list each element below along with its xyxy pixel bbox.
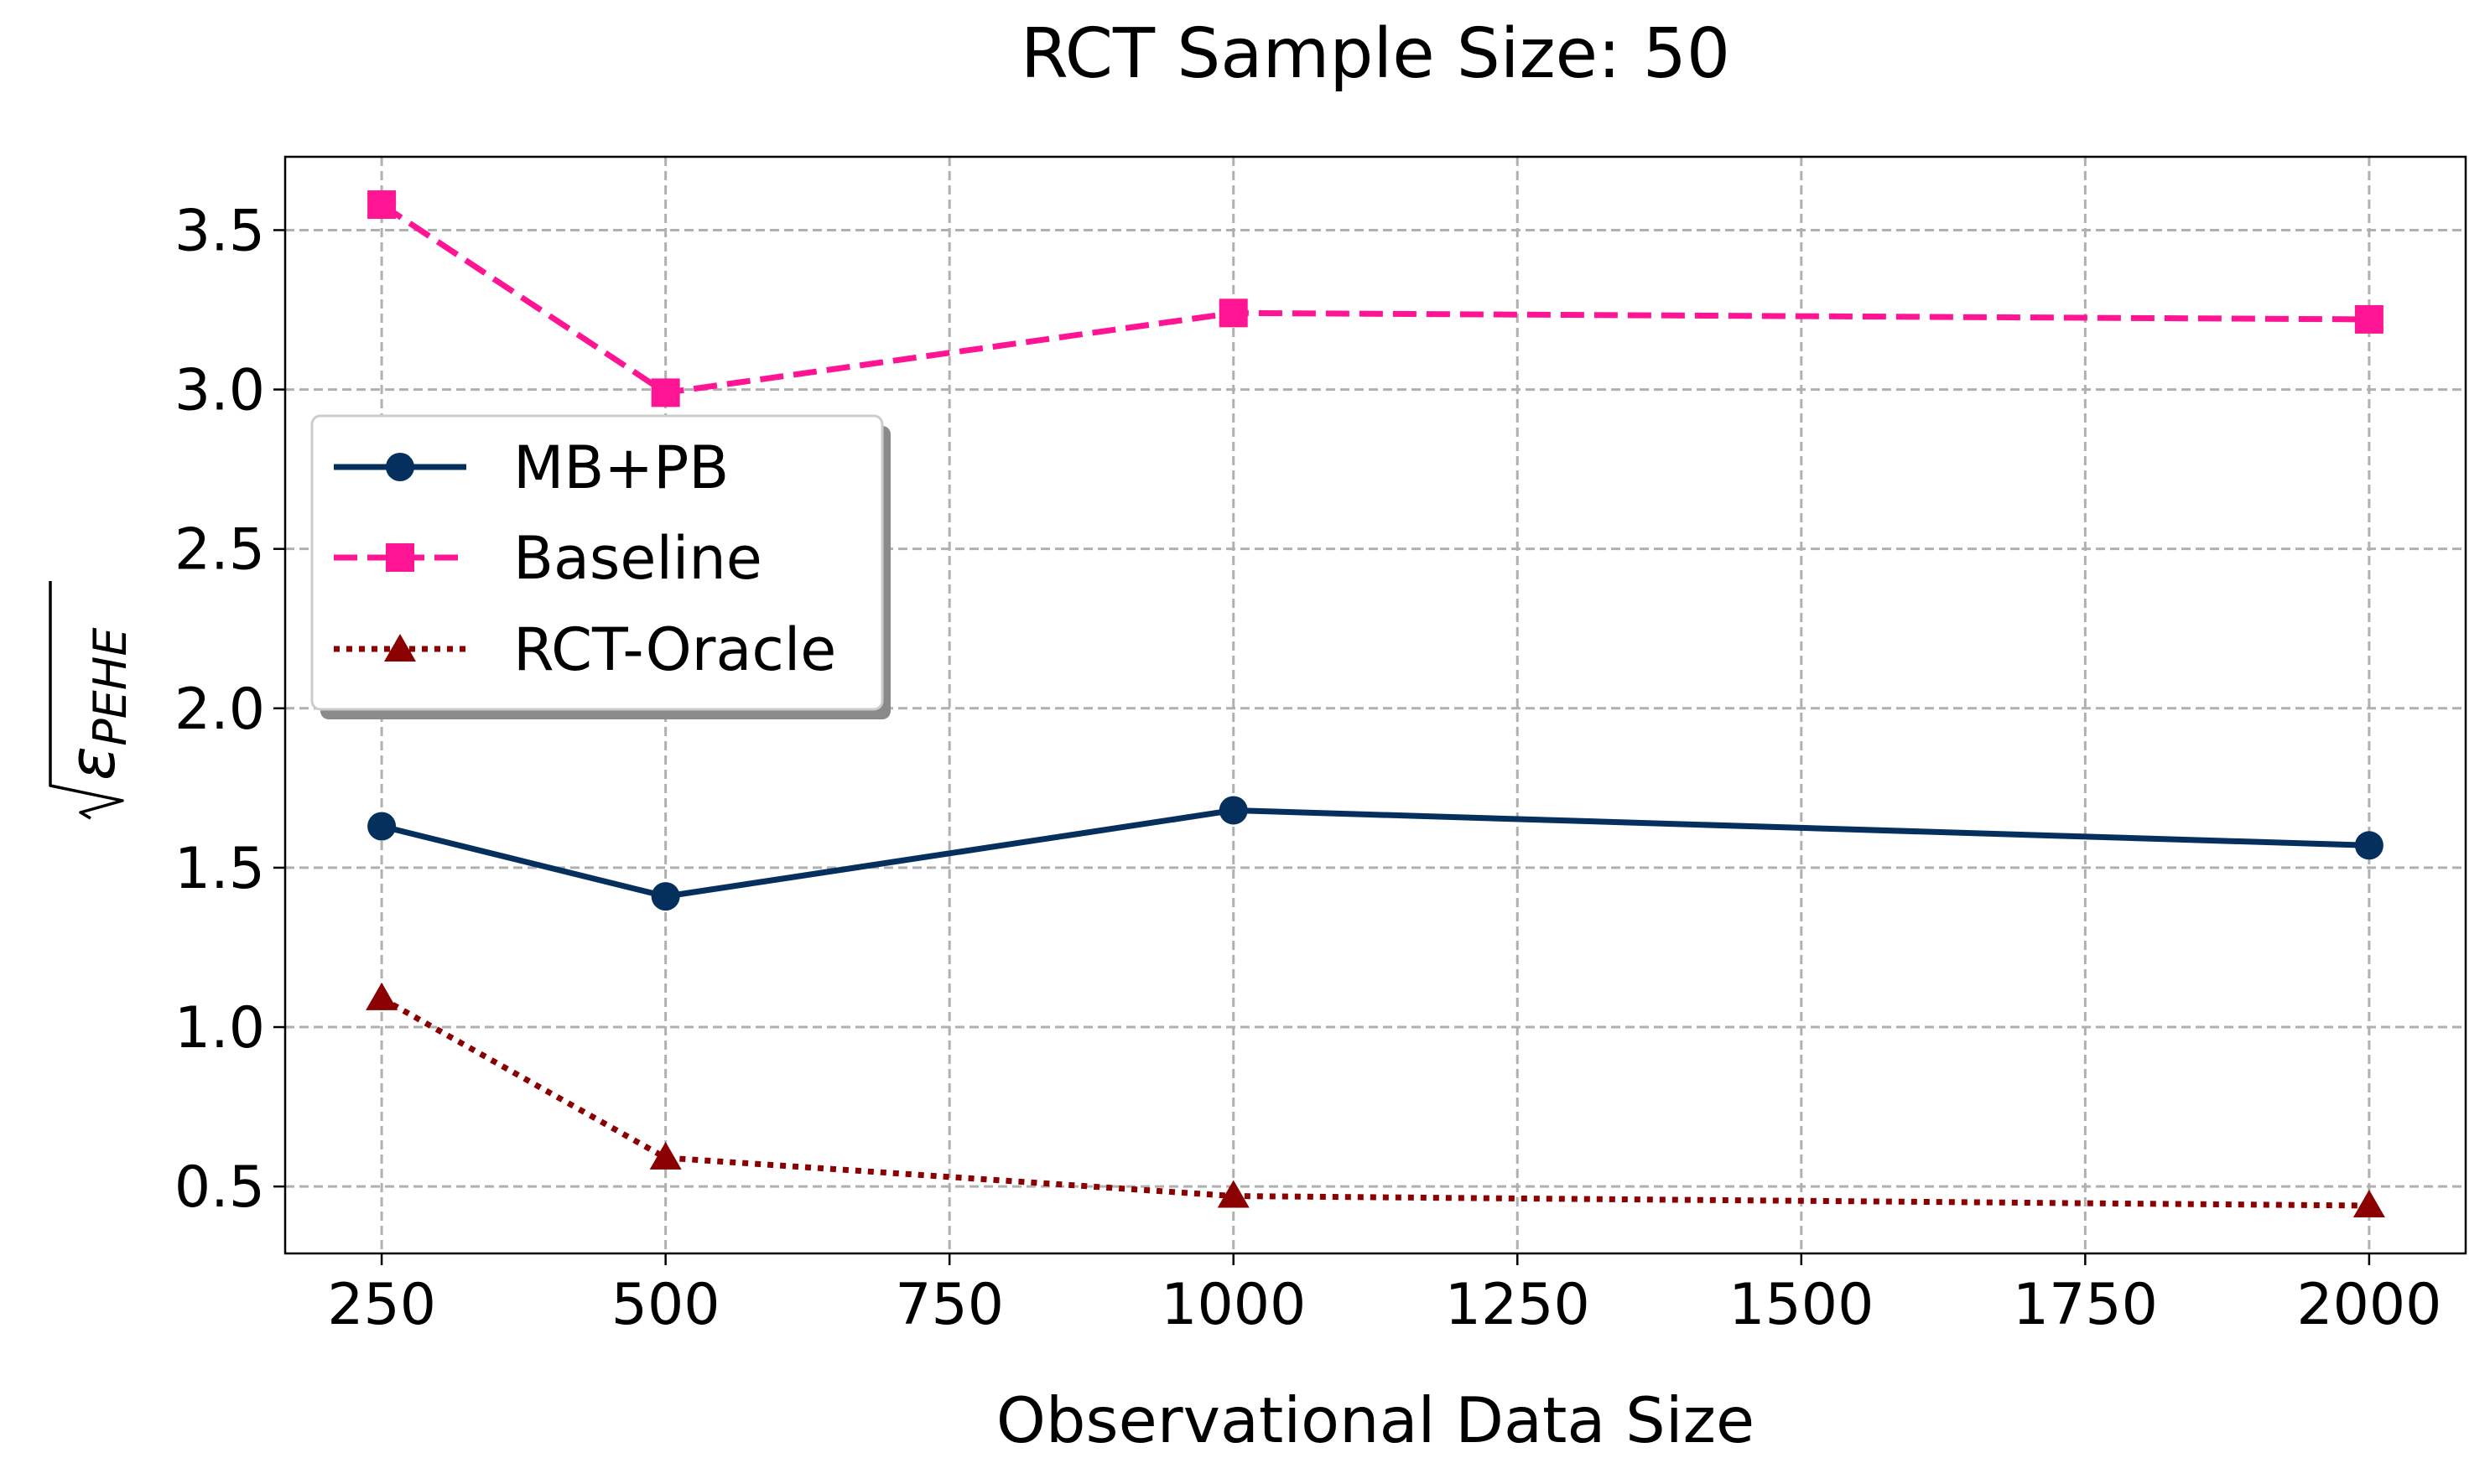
x-tick-label: 250 <box>327 1272 436 1338</box>
legend-label-mbpb: MB+PB <box>513 433 729 502</box>
x-tick-label: 1250 <box>1445 1272 1590 1338</box>
x-tick-label: 1500 <box>1728 1272 1874 1338</box>
data-point-mb-pb <box>651 882 680 911</box>
y-tick-label: 2.5 <box>174 517 265 584</box>
legend-label-rct-oracle: RCT-Oracle <box>513 615 836 684</box>
data-point-rct-oracle <box>1217 1180 1250 1208</box>
series-line-mb-pb <box>381 807 2370 900</box>
legend-box <box>310 414 884 711</box>
y-tick-label: 0.5 <box>174 1155 265 1221</box>
x-tick-label: 1000 <box>1161 1272 1306 1338</box>
y-tick-label: 3.5 <box>174 198 265 264</box>
legend-item-rct-oracle: RCT-Oracle <box>334 615 836 684</box>
x-tick-label: 2000 <box>2296 1272 2441 1338</box>
x-tick-label: 500 <box>611 1272 720 1338</box>
y-tick-label: 3.0 <box>174 358 265 424</box>
data-point-rct-oracle <box>649 1141 682 1170</box>
y-axis-ticks: 0.5 1.0 1.5 2.0 2.5 3.0 3.5 <box>174 198 285 1221</box>
legend-item-mbpb: MB+PB <box>334 433 729 502</box>
series-line-rct-oracle <box>380 995 2369 1209</box>
series-line-baseline <box>380 202 2369 396</box>
y-axis-label-base: ε <box>55 746 129 781</box>
data-point-baseline <box>2354 304 2383 334</box>
y-axis-label: εPEHE <box>49 581 137 820</box>
plot-area-frame <box>283 155 2467 1255</box>
y-axis-label-subscript: PEHE <box>84 627 137 746</box>
data-point-mb-pb <box>2354 831 2383 860</box>
data-point-baseline <box>1219 298 1248 328</box>
legend-label-baseline: Baseline <box>513 524 762 593</box>
data-point-mb-pb <box>367 812 397 841</box>
x-axis-label: Observational Data Size <box>996 1383 1754 1457</box>
x-tick-label: 1750 <box>2013 1272 2158 1338</box>
y-tick-label: 1.5 <box>174 836 265 902</box>
data-point-baseline <box>651 378 680 407</box>
series-markers <box>366 190 2385 1217</box>
legend: MB+PB Baseline RCT-Oracle <box>310 414 891 719</box>
data-point-baseline <box>367 190 397 220</box>
y-tick-label: 2.0 <box>174 677 265 743</box>
x-tick-label: 750 <box>895 1272 1004 1338</box>
chart-title: RCT Sample Size: 50 <box>1021 14 1730 94</box>
sqrt-symbol <box>49 581 124 820</box>
svg-text:εPEHE: εPEHE <box>55 627 137 781</box>
legend-item-baseline: Baseline <box>334 524 762 593</box>
y-tick-label: 1.0 <box>174 995 265 1061</box>
data-point-rct-oracle <box>366 982 398 1010</box>
x-axis-ticks: 250 500 750 1000 1250 1500 1750 2000 <box>327 1253 2441 1338</box>
data-point-mb-pb <box>1219 796 1248 825</box>
series-lines <box>380 202 2370 1209</box>
data-point-rct-oracle <box>2352 1189 2385 1217</box>
